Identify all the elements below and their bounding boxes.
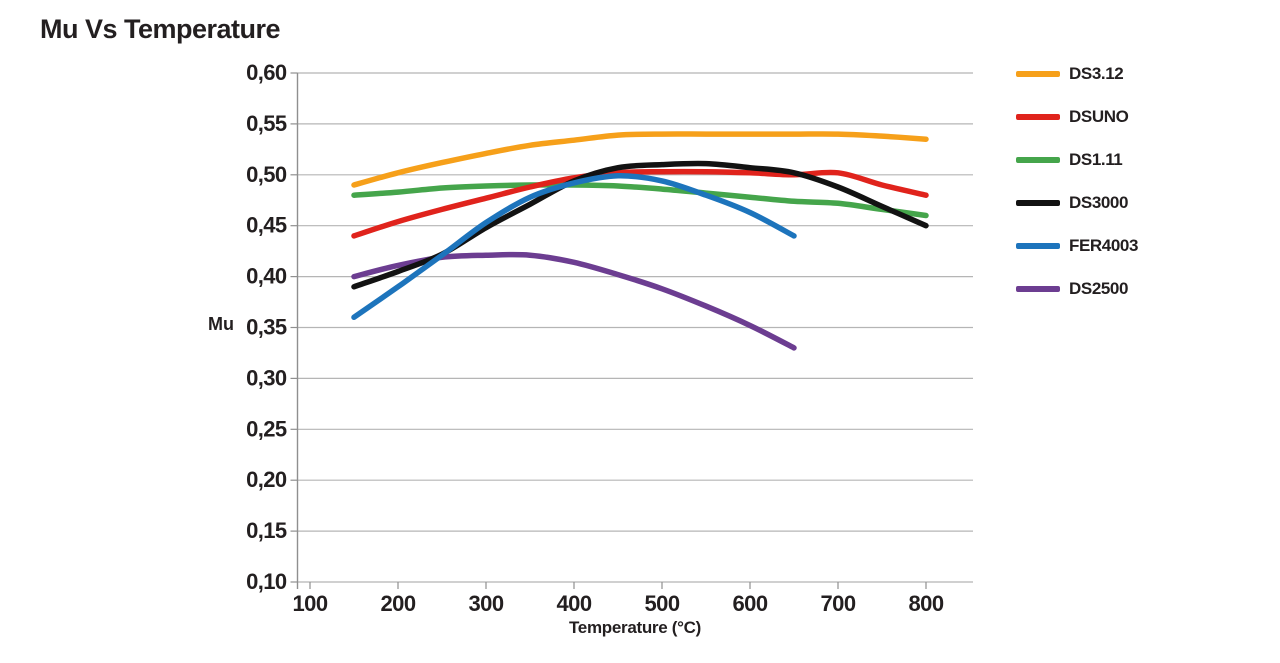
legend-item-DS2500: DS2500 [1016, 267, 1138, 310]
x-tick-label: 400 [557, 591, 592, 616]
legend: DS3.12 DSUNO DS1.11 DS3000 FER4003 DS2500 [1016, 52, 1138, 310]
y-tick-label: 0,50 [246, 162, 287, 187]
series-line-FER4003 [351, 173, 797, 321]
legend-swatch-DS1.11 [1016, 156, 1060, 163]
legend-label: DS1.11 [1069, 149, 1123, 169]
legend-label: DS3000 [1069, 192, 1129, 212]
legend-item-DS3.12: DS3.12 [1016, 52, 1138, 95]
legend-swatch-DS3.12 [1016, 70, 1060, 77]
y-axis-title: Mu [208, 314, 234, 334]
chart-title: Mu Vs Temperature [40, 14, 281, 44]
legend-label: DSUNO [1069, 106, 1129, 126]
series-line-DS1.11 [351, 182, 929, 219]
legend-item-FER4003: FER4003 [1016, 224, 1138, 267]
x-tick-label: 800 [909, 591, 944, 616]
y-tick-label: 0,20 [246, 467, 287, 492]
legend-item-DS1.11: DS1.11 [1016, 138, 1138, 181]
y-tick-label: 0,10 [246, 569, 287, 594]
x-tick-label: 500 [645, 591, 680, 616]
legend-item-DS3000: DS3000 [1016, 181, 1138, 224]
legend-label: DS2500 [1069, 278, 1129, 298]
x-tick-label: 100 [293, 591, 328, 616]
legend-swatch-DS3000 [1016, 199, 1060, 206]
y-tick-label: 0,15 [246, 518, 287, 543]
legend-label: DS3.12 [1069, 63, 1124, 83]
y-tick-label: 0,45 [246, 213, 287, 238]
x-tick-label: 200 [381, 591, 416, 616]
x-tick-label: 600 [733, 591, 768, 616]
y-tick-label: 0,30 [246, 365, 287, 390]
legend-label: FER4003 [1069, 235, 1139, 255]
y-tick-label: 0,60 [246, 60, 287, 85]
series-line-DS3.12 [351, 131, 929, 188]
series-line-DSUNO [351, 168, 929, 239]
legend-swatch-DSUNO [1016, 113, 1060, 120]
y-tick-label: 0,40 [246, 264, 287, 289]
legend-item-DSUNO: DSUNO [1016, 95, 1138, 138]
x-tick-label: 700 [821, 591, 856, 616]
legend-swatch-FER4003 [1016, 242, 1060, 249]
y-tick-label: 0,35 [246, 315, 287, 340]
x-tick-label: 300 [469, 591, 504, 616]
legend-swatch-DS2500 [1016, 285, 1060, 292]
y-tick-label: 0,55 [246, 111, 287, 136]
x-axis-title: Temperature (°C) [568, 618, 702, 637]
y-tick-label: 0,25 [246, 416, 287, 441]
